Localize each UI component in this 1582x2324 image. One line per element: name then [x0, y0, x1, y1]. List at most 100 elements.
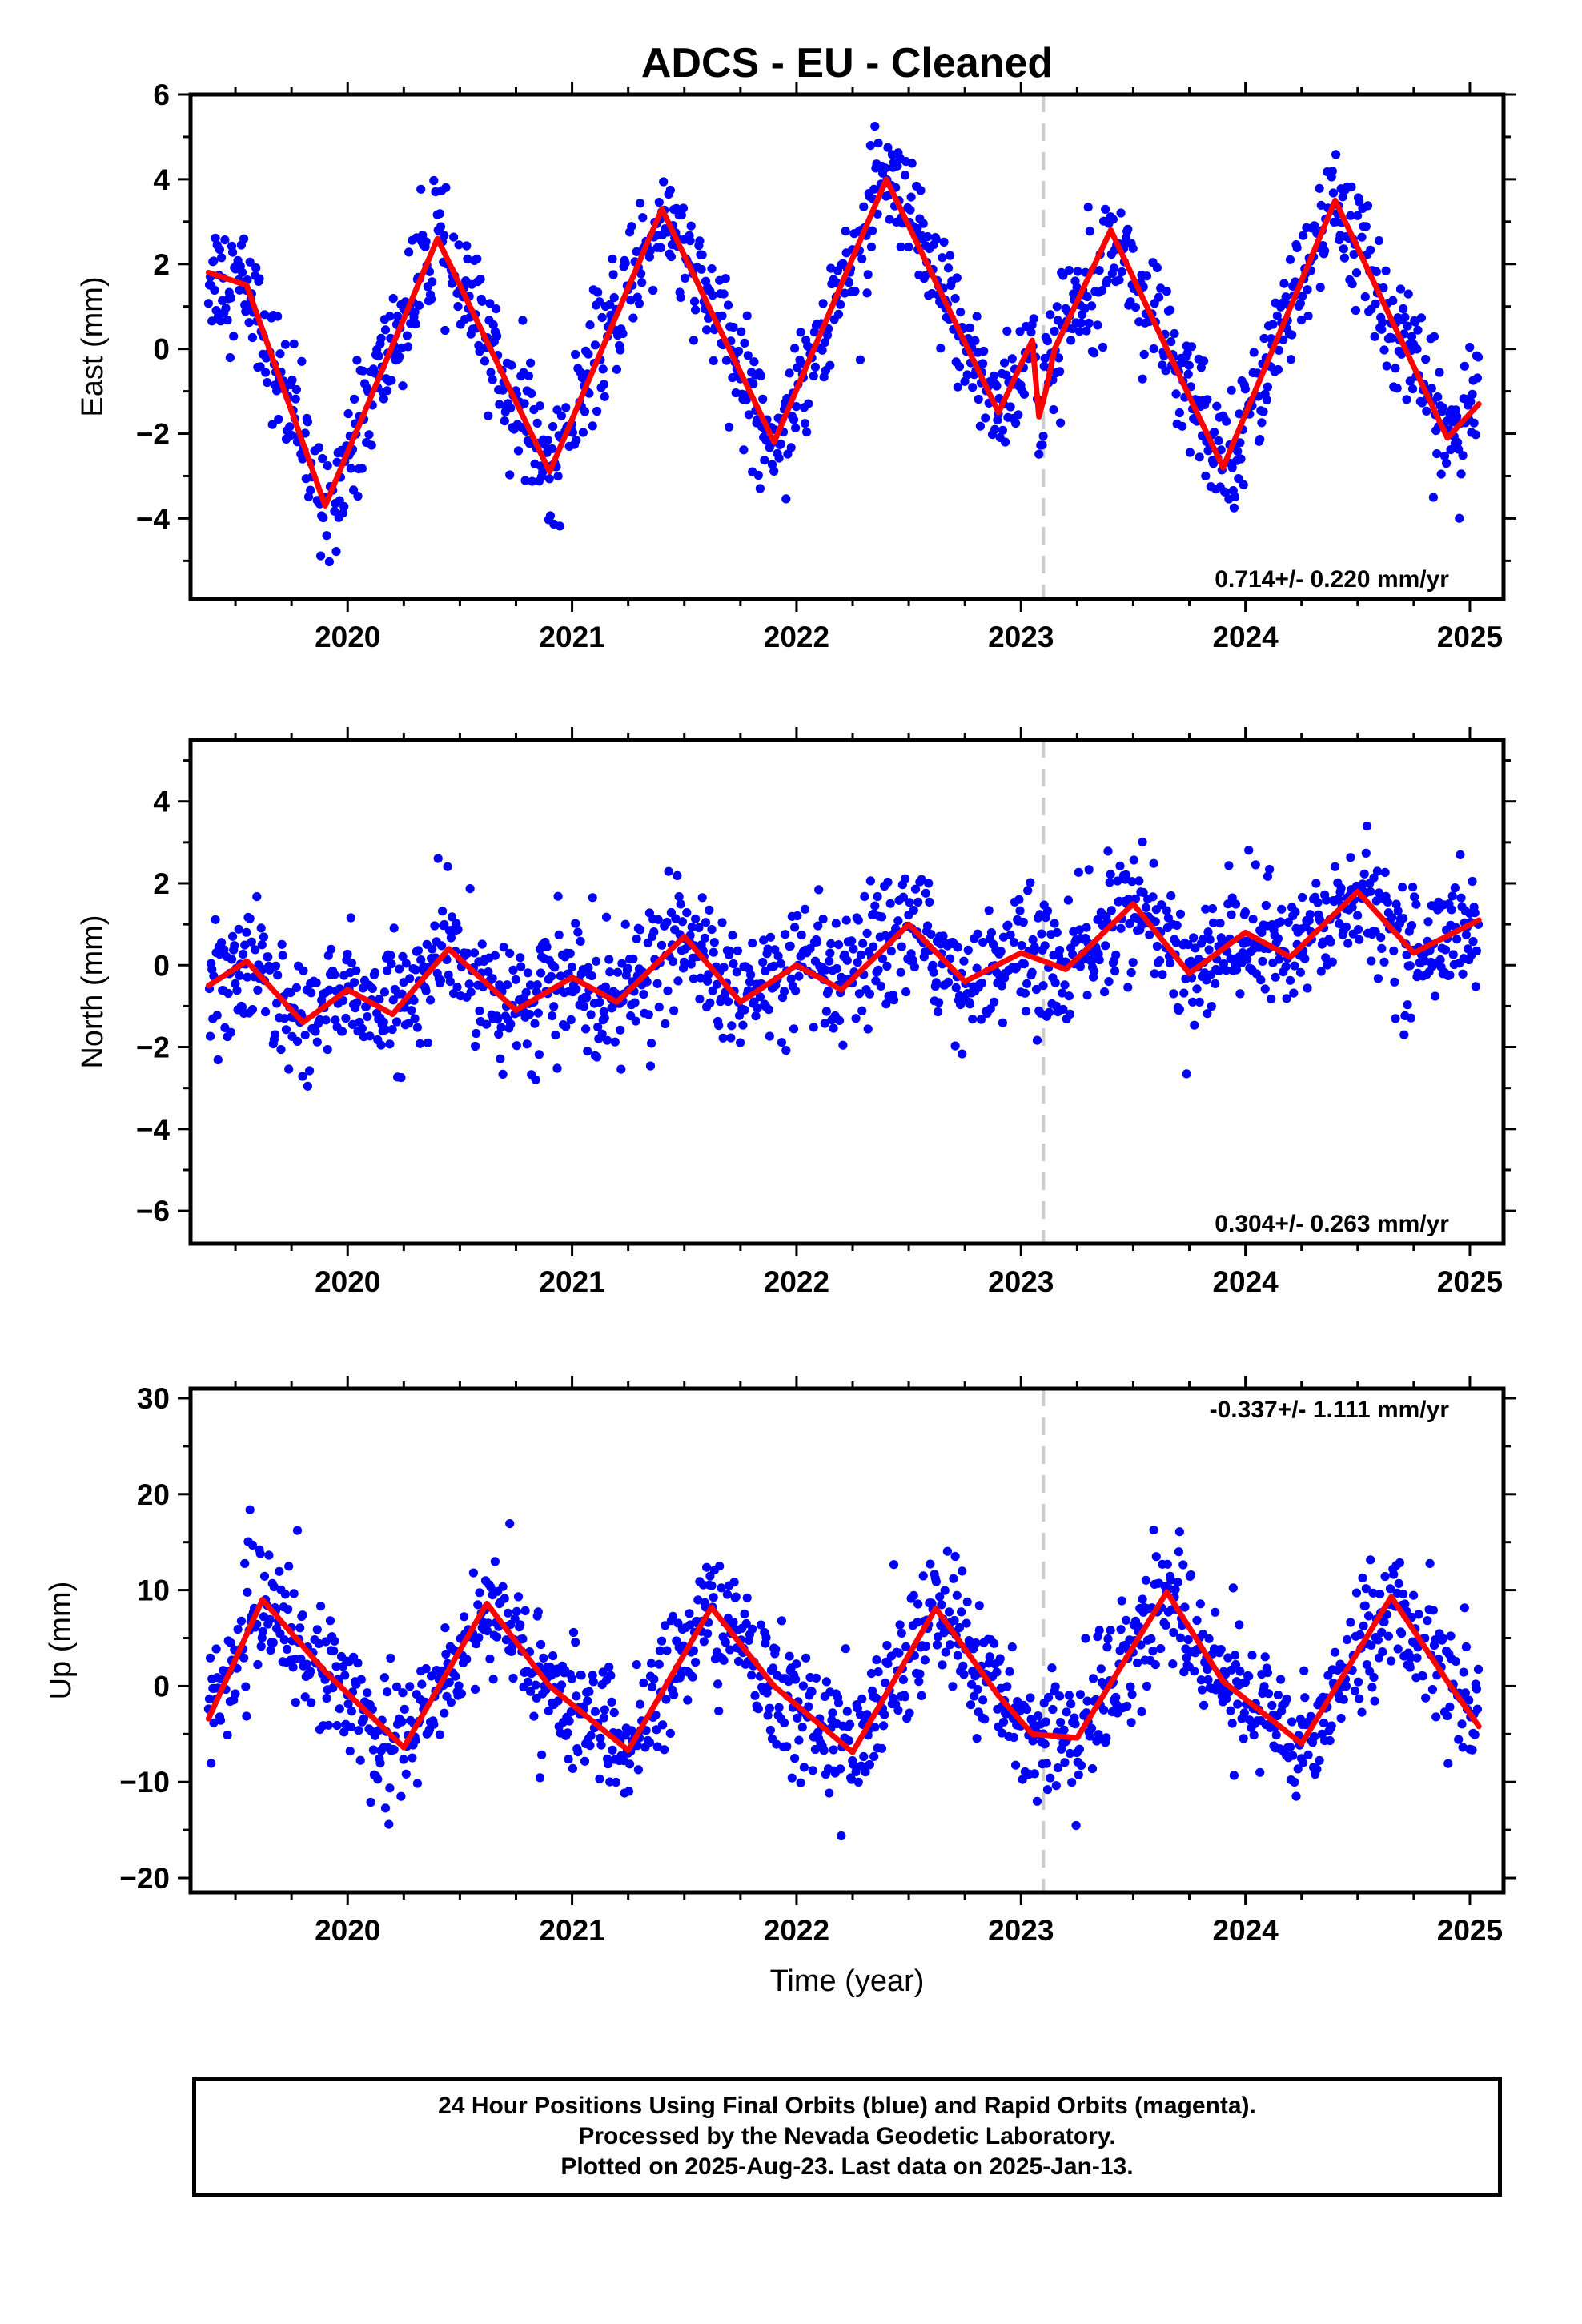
data-point — [599, 1713, 608, 1723]
data-point — [1032, 1796, 1042, 1806]
data-point — [853, 915, 863, 925]
data-point — [367, 440, 376, 450]
data-point — [1393, 1644, 1403, 1654]
data-point — [1106, 906, 1116, 915]
data-point — [659, 177, 669, 187]
data-point — [898, 1675, 908, 1684]
data-point — [1377, 324, 1387, 334]
data-point — [210, 285, 219, 295]
data-point — [604, 955, 614, 964]
data-point — [436, 975, 446, 985]
data-point — [1358, 1573, 1367, 1582]
data-point — [1336, 1714, 1346, 1723]
data-point — [580, 1756, 590, 1766]
data-point — [417, 1679, 427, 1689]
data-point — [387, 376, 396, 385]
data-point — [585, 320, 595, 330]
data-point — [975, 421, 985, 431]
data-point — [1287, 1717, 1297, 1727]
data-point — [425, 995, 436, 1005]
data-point — [532, 980, 542, 990]
data-point — [719, 289, 729, 299]
data-point — [600, 982, 611, 991]
data-point — [880, 1710, 889, 1719]
data-point — [910, 884, 921, 894]
data-point — [548, 422, 558, 432]
data-point — [1203, 927, 1213, 937]
data-point — [1123, 224, 1133, 234]
data-point — [870, 122, 880, 131]
data-point — [213, 1055, 223, 1065]
data-point — [709, 1593, 718, 1602]
data-point — [1071, 1820, 1081, 1831]
data-point — [1204, 945, 1214, 955]
data-point — [1032, 1035, 1042, 1045]
data-point — [620, 919, 630, 929]
data-point — [696, 973, 705, 983]
data-point — [1190, 1020, 1199, 1030]
data-point — [321, 1637, 331, 1647]
data-point — [1169, 989, 1178, 999]
data-point — [1354, 1677, 1363, 1687]
seasonal-fit-line — [205, 1589, 1482, 1755]
data-point — [393, 312, 403, 321]
data-point — [1341, 922, 1351, 931]
data-point — [691, 305, 701, 315]
data-point — [1221, 488, 1231, 497]
data-point — [1285, 1743, 1295, 1752]
data-point — [346, 913, 355, 923]
data-point — [1295, 967, 1305, 977]
data-point — [1026, 878, 1035, 887]
data-point — [968, 1015, 978, 1024]
data-point — [1305, 910, 1315, 919]
data-point — [695, 995, 705, 1004]
data-point — [1026, 1693, 1035, 1703]
data-point — [1149, 1525, 1158, 1535]
data-point — [1116, 1625, 1126, 1634]
data-point — [865, 876, 875, 886]
data-point — [289, 339, 299, 348]
data-point — [1141, 903, 1150, 912]
data-point — [527, 388, 536, 398]
data-point — [1271, 1731, 1281, 1740]
data-point — [490, 1557, 500, 1566]
data-point — [1327, 957, 1337, 967]
data-point — [441, 1649, 451, 1659]
x-tick-label: 2020 — [315, 1914, 380, 1947]
data-point — [1023, 886, 1033, 895]
y-tick-label: 0 — [153, 333, 170, 366]
data-point — [1369, 1672, 1379, 1682]
data-point — [535, 1773, 545, 1783]
data-point — [1211, 979, 1220, 988]
data-point — [1257, 927, 1267, 937]
data-point — [971, 1638, 981, 1648]
data-point — [873, 891, 882, 902]
data-point — [261, 1007, 271, 1017]
data-point — [763, 944, 773, 954]
data-point — [992, 1667, 1002, 1677]
data-point — [492, 1632, 502, 1642]
data-point — [353, 491, 363, 501]
info-line-2: Processed by the Nevada Geodetic Laborat… — [578, 2123, 1116, 2149]
data-point — [810, 362, 820, 372]
data-point — [1423, 1616, 1432, 1626]
data-point — [590, 1707, 600, 1716]
data-point — [493, 1015, 503, 1024]
data-point — [1117, 267, 1126, 277]
data-point — [1155, 956, 1165, 966]
data-point — [805, 943, 815, 953]
data-point — [1451, 1657, 1461, 1667]
data-point — [881, 1678, 890, 1687]
data-point — [1379, 345, 1389, 355]
data-point — [329, 1646, 339, 1655]
data-point — [938, 253, 947, 263]
data-point — [1030, 943, 1039, 952]
data-point — [933, 1007, 943, 1017]
data-point — [544, 474, 554, 484]
data-point — [524, 1010, 535, 1019]
data-point — [1378, 317, 1387, 328]
info-line-1: 24 Hour Positions Using Final Orbits (bl… — [438, 2093, 1256, 2119]
data-point — [1189, 933, 1199, 943]
data-point — [645, 246, 656, 255]
